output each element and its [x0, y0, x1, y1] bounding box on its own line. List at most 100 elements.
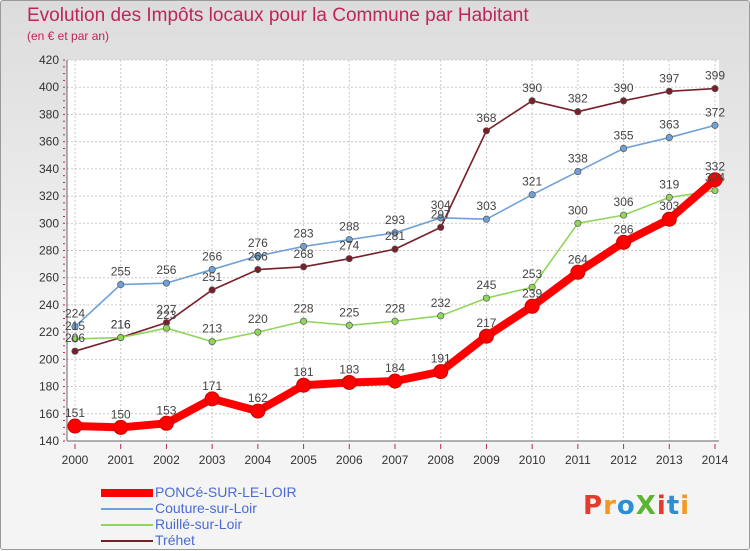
data-label: 255: [111, 265, 131, 279]
data-point: [620, 144, 628, 152]
data-label: 227: [156, 303, 176, 317]
data-label: 319: [659, 177, 679, 191]
logo-letter: P: [583, 491, 604, 521]
data-point: [620, 97, 628, 105]
data-label: 245: [476, 278, 496, 292]
logo-letter: i: [656, 491, 667, 521]
data-point: [204, 391, 220, 407]
data-point: [391, 229, 399, 237]
data-label: 223: [156, 308, 176, 322]
data-point: [707, 172, 723, 188]
data-label: 256: [156, 263, 176, 277]
data-point: [254, 265, 262, 274]
legend-label-ruille: Ruillé-sur-Loir: [155, 516, 243, 532]
data-label: 171: [202, 379, 222, 393]
data-label: 217: [476, 316, 496, 330]
y-tick-label: 320: [39, 189, 59, 203]
data-label: 382: [568, 92, 588, 106]
data-point: [528, 191, 536, 199]
data-label: 332: [705, 160, 725, 174]
data-point: [208, 265, 216, 274]
y-tick-label: 180: [39, 380, 59, 394]
y-tick-label: 280: [39, 244, 59, 258]
data-label: 228: [294, 301, 314, 315]
data-point: [300, 242, 308, 250]
data-point: [300, 317, 308, 325]
x-tick-label: 2005: [290, 453, 317, 467]
y-tick-label: 360: [39, 135, 59, 149]
data-point: [391, 317, 399, 325]
data-label: 306: [614, 195, 634, 209]
data-label: 239: [522, 286, 542, 300]
legend-swatch-trehet: [101, 540, 153, 542]
data-point: [208, 286, 216, 294]
data-point: [300, 263, 308, 271]
proxiti-logo: ProXiti: [583, 491, 690, 521]
data-point: [528, 283, 536, 291]
legend-label-trehet: Tréhet: [155, 532, 195, 548]
data-point: [528, 97, 536, 105]
data-label: 191: [431, 352, 451, 366]
data-point: [117, 334, 125, 342]
data-point: [71, 323, 79, 331]
y-tick-label: 240: [39, 298, 59, 312]
logo-letter: t: [666, 491, 681, 521]
data-label: 206: [65, 331, 85, 345]
data-point: [711, 121, 719, 129]
x-tick-label: 2014: [702, 453, 729, 467]
logo-letter: X: [635, 491, 657, 521]
x-tick-label: 2010: [519, 453, 546, 467]
data-label: 162: [248, 391, 268, 405]
logo-letter: r: [603, 491, 617, 521]
data-point: [433, 364, 449, 380]
logo-letter: i: [680, 491, 691, 521]
logo-letter: o: [616, 491, 636, 521]
data-point: [113, 419, 129, 435]
y-tick-label: 340: [39, 162, 59, 176]
chart-subtitle: (en € et par an): [27, 29, 110, 43]
data-label: 266: [202, 250, 222, 264]
data-label: 153: [156, 403, 176, 417]
data-point: [478, 328, 494, 344]
data-point: [711, 85, 719, 93]
data-label: 288: [339, 220, 359, 234]
data-label: 251: [202, 270, 222, 284]
data-label: 183: [339, 362, 359, 376]
data-point: [665, 87, 673, 95]
y-tick-label: 160: [39, 407, 59, 421]
data-point: [665, 134, 673, 142]
y-tick-label: 260: [39, 271, 59, 285]
data-label: 232: [431, 296, 451, 310]
data-label: 286: [614, 222, 634, 236]
data-label: 304: [431, 198, 451, 212]
data-point: [574, 108, 582, 116]
data-label: 390: [614, 81, 634, 95]
data-label: 228: [385, 301, 405, 315]
data-label: 368: [476, 111, 496, 125]
data-point: [437, 223, 445, 231]
y-tick-label: 140: [39, 434, 59, 448]
data-label: 297: [431, 207, 451, 221]
data-label: 397: [659, 71, 679, 85]
data-label: 181: [294, 365, 314, 379]
x-tick-label: 2007: [382, 453, 409, 467]
data-label: 390: [522, 81, 542, 95]
x-tick-label: 2009: [473, 453, 500, 467]
data-point: [482, 215, 490, 223]
x-tick-label: 2001: [107, 453, 134, 467]
data-point: [296, 377, 312, 393]
data-label: 338: [568, 152, 588, 166]
x-tick-label: 2013: [656, 453, 683, 467]
data-point: [341, 374, 357, 390]
y-tick-label: 420: [39, 53, 59, 67]
data-point: [711, 187, 719, 195]
data-point: [437, 214, 445, 222]
data-label: 300: [568, 203, 588, 217]
data-point: [620, 211, 628, 219]
legend-swatch-ponce: [101, 489, 153, 497]
legend-label-couture: Couture-sur-Loir: [155, 500, 257, 516]
x-tick-label: 2000: [62, 453, 89, 467]
data-label: 274: [339, 239, 359, 253]
